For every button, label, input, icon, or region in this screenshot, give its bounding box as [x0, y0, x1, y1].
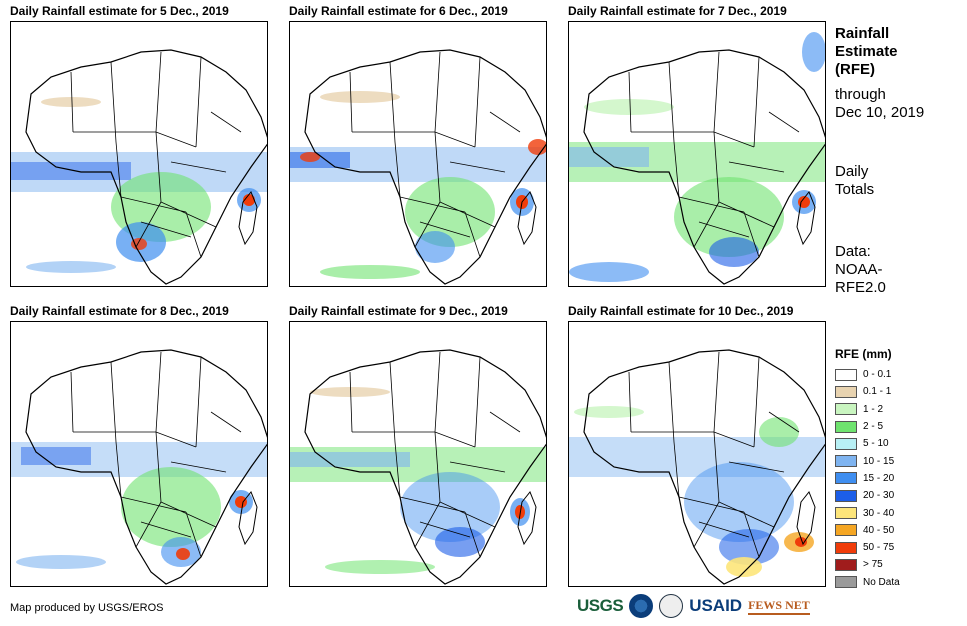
product-title: Rainfall Estimate (RFE)	[835, 25, 898, 78]
legend-swatch	[835, 558, 857, 571]
legend-swatch	[835, 489, 857, 502]
through-date: through Dec 10, 2019	[835, 86, 925, 121]
legend-item: 15 - 20	[835, 470, 900, 487]
panel-title: Daily Rainfall estimate for 5 Dec., 2019	[10, 4, 229, 18]
usgs-logo: USGS	[577, 596, 624, 615]
legend-swatch	[835, 507, 857, 520]
legend-label: 50 - 75	[863, 542, 895, 554]
legend-item: 0 - 0.1	[835, 366, 900, 383]
legend-item: No Data	[835, 574, 900, 591]
panel-title: Daily Rainfall estimate for 6 Dec., 2019	[289, 4, 508, 18]
rainfall-map	[289, 321, 547, 587]
legend-label: 0 - 0.1	[863, 369, 892, 381]
legend-label: 5 - 10	[863, 438, 889, 450]
legend-swatch	[835, 403, 857, 416]
legend-swatch	[835, 385, 857, 398]
legend-label: 30 - 40	[863, 507, 895, 519]
legend: RFE (mm) 0 - 0.1 0.1 - 1 1 - 2 2 - 5 5 - 10 1…	[835, 347, 900, 591]
legend-swatch	[835, 576, 857, 589]
legend-item: 30 - 40	[835, 504, 900, 521]
legend-label: No Data	[863, 576, 900, 588]
legend-item: 1 - 2	[835, 401, 900, 418]
legend-label: 1 - 2	[863, 403, 884, 415]
panel-title: Daily Rainfall estimate for 10 Dec., 201…	[568, 304, 794, 318]
legend-swatch	[835, 455, 857, 468]
totals-label: Daily Totals	[835, 163, 875, 198]
rainfall-map	[568, 21, 826, 287]
rainfall-map	[568, 321, 826, 587]
legend-item: 20 - 30	[835, 487, 900, 504]
legend-item: 2 - 5	[835, 418, 900, 435]
legend-item: 50 - 75	[835, 539, 900, 556]
panel-title: Daily Rainfall estimate for 9 Dec., 2019	[289, 304, 508, 318]
noaa-logo	[629, 594, 654, 618]
rainfall-map	[289, 21, 547, 287]
rainfall-map	[10, 321, 268, 587]
legend-label: 40 - 50	[863, 524, 895, 536]
legend-label: 15 - 20	[863, 472, 895, 484]
dhs-seal	[659, 594, 684, 618]
legend-title: RFE (mm)	[835, 347, 892, 361]
legend-swatch	[835, 437, 857, 450]
legend-item: > 75	[835, 556, 900, 573]
panel-title: Daily Rainfall estimate for 8 Dec., 2019	[10, 304, 229, 318]
legend-swatch	[835, 420, 857, 433]
legend-label: 10 - 15	[863, 455, 895, 467]
fews-net-logo: FEWS NET	[748, 598, 810, 615]
data-source: Data: NOAA- RFE2.0	[835, 243, 886, 296]
legend-item: 40 - 50	[835, 522, 900, 539]
legend-label: 2 - 5	[863, 421, 884, 433]
legend-swatch	[835, 368, 857, 381]
legend-item: 10 - 15	[835, 452, 900, 469]
legend-item: 5 - 10	[835, 435, 900, 452]
agency-logos: USGS USAID FEWS NET	[577, 594, 810, 618]
legend-label: 0.1 - 1	[863, 386, 892, 398]
legend-item: 0.1 - 1	[835, 383, 900, 400]
legend-swatch	[835, 524, 857, 537]
usaid-logo: USAID	[689, 596, 743, 615]
legend-swatch	[835, 472, 857, 485]
legend-label: > 75	[863, 559, 883, 571]
legend-swatch	[835, 541, 857, 554]
rainfall-map	[10, 21, 268, 287]
legend-label: 20 - 30	[863, 490, 895, 502]
map-credit: Map produced by USGS/EROS	[10, 602, 164, 614]
panel-title: Daily Rainfall estimate for 7 Dec., 2019	[568, 4, 787, 18]
